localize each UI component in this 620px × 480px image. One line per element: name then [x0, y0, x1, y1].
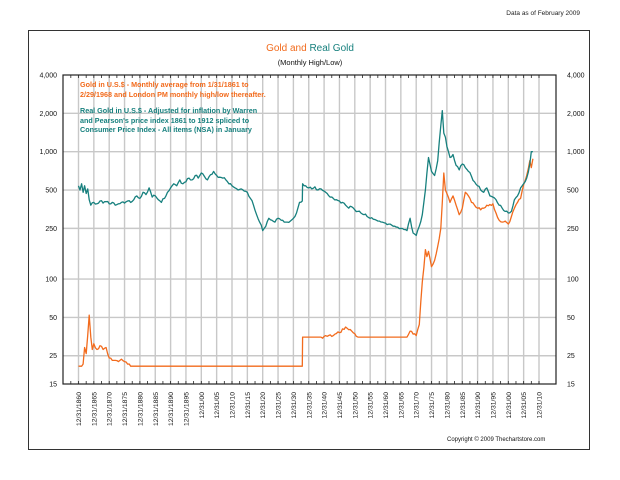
x-tick-label: 12/31/1885	[153, 392, 160, 426]
x-tick-label: 12/31/1890	[168, 392, 175, 426]
x-tick-label: 12/31/1870	[107, 392, 114, 426]
y-tick-label-left: 250	[45, 226, 57, 233]
legend-gold-text: Gold in U.S.$ - Monthly average from 1/3…	[80, 80, 266, 99]
x-tick-label: 12/31/00	[199, 392, 206, 419]
legend-real-gold-text: Real Gold in U.S.$ - Adjusted for inflat…	[80, 106, 258, 134]
x-tick-label: 12/31/1860	[76, 392, 83, 426]
x-tick-label: 12/31/1880	[137, 392, 144, 426]
x-tick-label: 12/31/90	[475, 392, 482, 419]
chart-subtitle: (Monthly High/Low)	[277, 58, 343, 67]
y-tick-label-right: 250	[567, 226, 579, 233]
y-tick-label-right: 50	[567, 315, 575, 322]
copyright: Copyright © 2009 Thechartstore.com	[447, 437, 546, 443]
y-tick-label-right: 500	[567, 188, 579, 195]
y-tick-label-left: 25	[49, 353, 57, 360]
x-tick-label: 12/31/40	[322, 392, 329, 419]
title-gold: Gold and	[266, 43, 307, 54]
x-tick-label: 12/31/95	[490, 392, 497, 419]
x-tick-label: 12/31/65	[398, 392, 405, 419]
y-tick-label-right: 100	[567, 277, 579, 284]
legend-gold: Gold in U.S.$ - Monthly average from 1/3…	[80, 80, 280, 99]
y-tick-label-right: 15	[567, 382, 575, 389]
legend-real-gold: Real Gold in U.S.$ - Adjusted for inflat…	[80, 106, 265, 135]
y-tick-label-left: 1,000	[39, 149, 57, 156]
x-tick-label: 12/31/1875	[122, 392, 129, 426]
y-tick-label-left: 4,000	[39, 73, 57, 80]
gold-series-line	[78, 158, 534, 367]
x-tick-label: 12/31/10	[230, 392, 237, 419]
x-tick-label: 12/31/55	[368, 392, 375, 419]
x-tick-label: 12/31/05	[521, 392, 528, 419]
plot-border	[62, 74, 557, 385]
x-tick-label: 12/31/50	[352, 392, 359, 419]
y-tick-label-right: 4,000	[567, 73, 585, 80]
x-tick-label: 12/31/10	[537, 392, 544, 419]
y-tick-label-right: 25	[567, 353, 575, 360]
y-tick-label-left: 50	[49, 315, 57, 322]
x-tick-label: 12/31/25	[276, 392, 283, 419]
x-tick-label: 12/31/20	[260, 392, 267, 419]
y-tick-label-left: 100	[45, 277, 57, 284]
x-tick-label: 12/31/30	[291, 392, 298, 419]
x-tick-label: 12/31/75	[429, 392, 436, 419]
real-gold-series-line	[77, 109, 533, 237]
y-tick-label-left: 500	[45, 188, 57, 195]
x-tick-label: 12/31/05	[214, 392, 221, 419]
x-tick-label: 12/31/80	[444, 392, 451, 419]
x-tick-label: 12/31/60	[383, 392, 390, 419]
x-tick-label: 12/31/85	[460, 392, 467, 419]
x-tick-label: 12/31/70	[414, 392, 421, 419]
x-tick-label: 12/31/00	[506, 392, 513, 419]
y-tick-label-right: 2,000	[567, 111, 585, 118]
x-tick-label: 12/31/15	[245, 392, 252, 419]
y-tick-label-right: 1,000	[567, 149, 585, 156]
x-tick-label: 12/31/1865	[91, 392, 98, 426]
data-as-of-note: Data as of February 2009	[506, 10, 580, 17]
x-tick-label: 12/31/1895	[183, 392, 190, 426]
title-real-gold: Real Gold	[309, 43, 354, 54]
x-tick-label: 12/31/35	[306, 392, 313, 419]
x-tick-label: 12/31/45	[337, 392, 344, 419]
chart-frame	[28, 30, 590, 450]
chart-title: Gold and Real Gold	[0, 43, 620, 54]
y-tick-label-left: 2,000	[39, 111, 57, 118]
y-tick-label-left: 15	[49, 382, 57, 389]
